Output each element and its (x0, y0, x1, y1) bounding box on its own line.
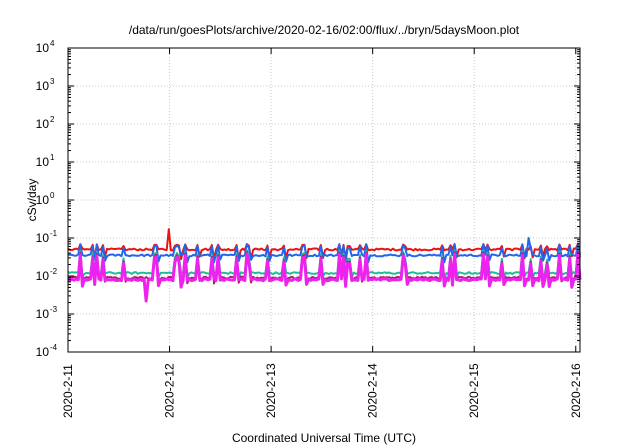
y-tick-exponent: -1 (50, 229, 58, 238)
x-axis: 2020-2-11 2020-2-12 2020-2-13 2020-2-14 2020… (61, 48, 583, 418)
y-tick-exponent: -4 (50, 343, 58, 352)
x-tick-label: 2020-2-13 (264, 363, 278, 418)
y-tick-label: 10 (36, 155, 50, 169)
y-tick-exponent: 1 (50, 153, 55, 162)
y-tick-exponent: 2 (50, 115, 55, 124)
y-tick-label: 10 (36, 193, 50, 207)
x-axis-label: Coordinated Universal Time (UTC) (232, 431, 416, 445)
chart-title: /data/run/goesPlots/archive/2020-02-16/0… (129, 23, 520, 37)
x-tick-label: 2020-2-16 (569, 363, 583, 418)
y-tick-label: 10 (36, 117, 50, 131)
series-group (67, 228, 582, 303)
y-tick-exponent: -3 (50, 305, 58, 314)
y-axis-label: cSv/day (25, 179, 39, 222)
y-tick-label: 10 (36, 231, 50, 245)
series-line-1 (67, 237, 581, 264)
series-line-4 (67, 251, 582, 303)
grid (67, 48, 580, 352)
y-tick-exponent: 3 (50, 77, 55, 86)
x-tick-label: 2020-2-15 (467, 363, 481, 418)
y-tick-exponent: 4 (50, 39, 55, 48)
y-tick-exponent: 0 (50, 191, 55, 200)
y-tick-label: 10 (36, 41, 50, 55)
x-tick-label: 2020-2-12 (163, 363, 177, 418)
y-tick-label: 10 (36, 307, 50, 321)
y-tick-label: 10 (36, 345, 50, 359)
y-tick-label: 10 (36, 269, 50, 283)
x-tick-label: 2020-2-14 (366, 363, 380, 418)
y-tick-exponent: -2 (50, 267, 58, 276)
x-tick-label: 2020-2-11 (61, 364, 75, 418)
y-tick-label: 10 (36, 79, 50, 93)
